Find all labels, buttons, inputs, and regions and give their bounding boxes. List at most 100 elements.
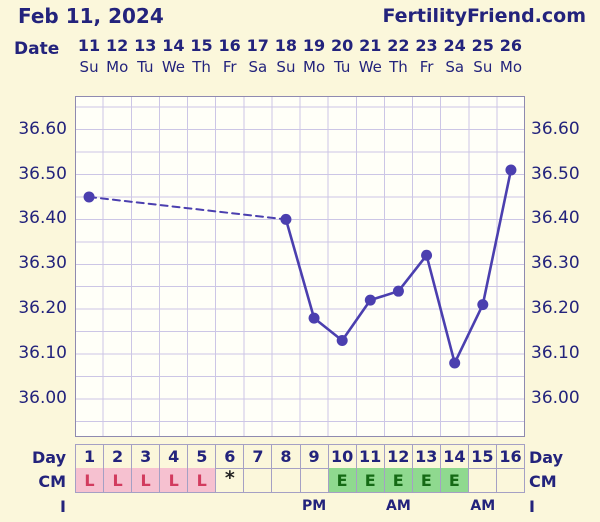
date-number: 25 (471, 36, 494, 55)
weekday-label: Mo (303, 58, 326, 76)
cm-cell[interactable]: E (440, 468, 469, 493)
temp-time-cell (497, 493, 525, 518)
weekday-label: Su (276, 58, 296, 76)
date-number: 20 (331, 36, 354, 55)
temp-time-cell (131, 493, 159, 518)
temp-dot[interactable] (308, 312, 320, 324)
cycle-day-cell[interactable]: 11 (356, 444, 385, 469)
date-number: 17 (246, 36, 269, 55)
date-number: 11 (77, 36, 101, 55)
cm-cell[interactable]: E (412, 468, 441, 493)
chart-start-date: Feb 11, 2024 (18, 4, 164, 28)
cm-cell[interactable] (272, 468, 301, 493)
y-axis-tick: 36.10 (18, 342, 67, 363)
temp-time-cell (216, 493, 244, 518)
temp-line (284, 218, 316, 320)
temp-line (397, 253, 428, 293)
cm-cell[interactable] (244, 468, 273, 493)
cm-cell[interactable]: L (132, 468, 161, 493)
temp-dot[interactable] (83, 191, 95, 203)
weekday-label: Fr (222, 58, 237, 76)
date-axis-label: Date (14, 39, 60, 59)
weekday-label: Mo (106, 58, 129, 76)
temp-time-cell (441, 493, 469, 518)
temp-dot[interactable] (505, 164, 517, 176)
temp-dot[interactable] (421, 249, 433, 261)
y-axis-tick: 36.00 (531, 387, 580, 408)
weekday-label: Su (79, 58, 99, 76)
cycle-day-cell[interactable]: 5 (188, 444, 217, 469)
cycle-day-cell[interactable]: 1 (75, 444, 105, 469)
y-axis-tick: 36.60 (531, 118, 580, 139)
date-number: 22 (387, 36, 410, 55)
cm-cell[interactable]: * (216, 468, 245, 493)
temp-time-cell (159, 493, 187, 518)
cycle-day-cell[interactable]: 3 (132, 444, 161, 469)
cm-cell[interactable]: E (356, 468, 385, 493)
date-number: 13 (134, 36, 157, 55)
cm-cell[interactable] (468, 468, 497, 493)
temp-line-dashed (88, 195, 287, 221)
date-number: 12 (106, 36, 129, 55)
plot-border (75, 96, 525, 437)
cycle-day-cell[interactable]: 9 (300, 444, 329, 469)
cm-cell[interactable]: E (328, 468, 357, 493)
cycle-day-cell[interactable]: 16 (496, 444, 525, 469)
cycle-day-cell[interactable]: 14 (440, 444, 469, 469)
temp-dot[interactable] (449, 357, 461, 369)
date-number: 23 (415, 36, 438, 55)
weekday-label: We (161, 58, 186, 76)
temp-dot[interactable] (280, 213, 292, 225)
cm-cell[interactable]: L (104, 468, 133, 493)
cycle-day-cell[interactable]: 4 (160, 444, 189, 469)
cycle-day-cell[interactable]: 12 (384, 444, 413, 469)
cm-cell[interactable]: E (384, 468, 413, 493)
y-axis-tick: 36.00 (18, 387, 67, 408)
cm-cell[interactable]: L (75, 468, 105, 493)
cycle-day-cell[interactable]: 2 (104, 444, 133, 469)
cm-cell[interactable]: L (160, 468, 189, 493)
temperature-chart (75, 96, 525, 437)
temp-time-cell (413, 493, 441, 518)
weekday-label: Sa (248, 58, 268, 76)
cycle-day-cell[interactable]: 6 (216, 444, 245, 469)
date-number: 14 (162, 36, 185, 55)
day-label-right: Day (529, 448, 564, 467)
cm-cell[interactable]: L (188, 468, 217, 493)
temp-dot[interactable] (392, 285, 404, 297)
cycle-day-cell[interactable]: 10 (328, 444, 357, 469)
temp-time-cell (272, 493, 300, 518)
weekday-label: We (358, 58, 382, 76)
cm-cell[interactable] (300, 468, 329, 493)
temp-line (312, 316, 344, 342)
date-numbers-row: 11 12 13 14 15 16 17 18 19 20 21 22 23 24 25 26 (75, 36, 525, 56)
y-axis-tick: 36.50 (18, 163, 67, 184)
cycle-day-cell[interactable]: 13 (412, 444, 441, 469)
temp-time-cell (75, 493, 103, 518)
cm-cell[interactable] (496, 468, 525, 493)
date-number: 21 (359, 36, 382, 55)
temp-time-cell (244, 493, 272, 518)
temp-time-cell: PM (301, 497, 327, 514)
date-number: 16 (218, 36, 241, 55)
date-number: 19 (302, 36, 326, 55)
cm-label-left: CM (38, 472, 66, 491)
temp-dot[interactable] (364, 294, 376, 306)
cm-label-right: CM (529, 472, 557, 491)
temp-time-cell (328, 493, 356, 518)
y-axis-tick: 36.60 (18, 118, 67, 139)
temp-line (425, 253, 456, 365)
weekday-label: Sa (445, 58, 465, 76)
cycle-day-cell[interactable]: 7 (244, 444, 273, 469)
cycle-day-cell[interactable]: 15 (468, 444, 497, 469)
brand-logo[interactable]: FertilityFriend.com (382, 5, 586, 27)
temp-dot[interactable] (336, 335, 348, 347)
temp-line (340, 298, 372, 342)
temp-dot[interactable] (477, 299, 489, 311)
weekday-label: Tu (333, 58, 351, 76)
weekday-label: Th (389, 58, 408, 76)
cycle-day-cell[interactable]: 8 (272, 444, 301, 469)
weekday-label: Tu (137, 58, 154, 76)
temp-time-cell (188, 493, 216, 518)
